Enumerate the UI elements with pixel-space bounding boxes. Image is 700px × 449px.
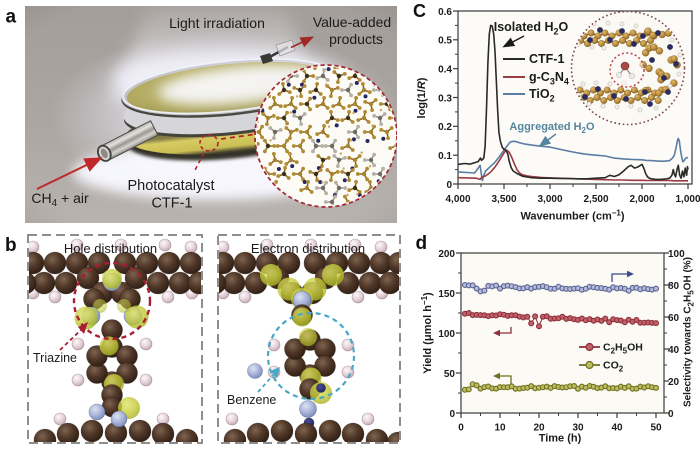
svg-text:C: C: [413, 1, 426, 21]
svg-text:2,000: 2,000: [629, 194, 654, 205]
svg-text:150: 150: [438, 289, 455, 300]
svg-text:10: 10: [494, 423, 506, 434]
svg-text:0.4: 0.4: [438, 64, 452, 75]
svg-text:Hole distribution: Hole distribution: [64, 241, 157, 256]
svg-text:200: 200: [438, 249, 455, 260]
svg-text:TiO2: TiO2: [529, 87, 555, 104]
svg-text:20: 20: [668, 377, 680, 388]
svg-text:50: 50: [444, 369, 456, 380]
svg-text:0.1: 0.1: [438, 151, 452, 162]
svg-text:3,500: 3,500: [491, 194, 516, 205]
svg-text:CTF-1: CTF-1: [151, 196, 192, 212]
svg-text:b: b: [5, 235, 17, 256]
svg-text:Triazine: Triazine: [33, 351, 77, 365]
svg-text:50: 50: [650, 423, 662, 434]
svg-text:0: 0: [449, 409, 455, 420]
svg-text:CH4 + air: CH4 + air: [31, 190, 89, 209]
svg-text:CO2: CO2: [603, 360, 624, 374]
svg-text:3,000: 3,000: [537, 194, 562, 205]
svg-text:Benzene: Benzene: [227, 393, 276, 407]
svg-text:Photocatalyst: Photocatalyst: [127, 178, 214, 194]
svg-text:Light irradiation: Light irradiation: [169, 15, 265, 31]
svg-text:Yield (μmol h−1): Yield (μmol h−1): [420, 292, 434, 374]
svg-text:30: 30: [572, 423, 584, 434]
svg-text:g-C3N4: g-C3N4: [529, 70, 569, 87]
svg-text:60: 60: [668, 313, 680, 324]
svg-text:Electron distribution: Electron distribution: [251, 241, 365, 256]
svg-text:2,500: 2,500: [583, 194, 608, 205]
svg-text:CTF-1: CTF-1: [529, 52, 564, 66]
svg-text:40: 40: [611, 423, 623, 434]
svg-text:Isolated H2O: Isolated H2O: [494, 20, 569, 37]
svg-text:40: 40: [668, 345, 680, 356]
svg-text:20: 20: [533, 423, 545, 434]
svg-text:0.6: 0.6: [438, 7, 452, 18]
svg-text:Wavenumber (cm−1): Wavenumber (cm−1): [520, 209, 624, 223]
svg-text:log(1/R): log(1/R): [416, 77, 428, 118]
svg-text:0.3: 0.3: [438, 93, 452, 104]
svg-text:0.2: 0.2: [438, 122, 452, 133]
svg-text:products: products: [329, 31, 383, 47]
svg-text:Selectivity towards C2H5OH (%): Selectivity towards C2H5OH (%): [683, 257, 696, 407]
svg-text:80: 80: [668, 281, 680, 292]
svg-text:d: d: [416, 233, 428, 254]
svg-text:a: a: [6, 7, 17, 28]
svg-text:100: 100: [438, 329, 455, 340]
svg-text:0.5: 0.5: [438, 36, 452, 47]
svg-text:Value-added: Value-added: [313, 14, 391, 30]
svg-text:0: 0: [458, 423, 464, 434]
svg-text:4,000: 4,000: [445, 194, 470, 205]
svg-text:0: 0: [446, 180, 452, 191]
svg-text:Aggregated H2O: Aggregated H2O: [509, 121, 595, 135]
svg-text:0: 0: [668, 409, 674, 420]
svg-text:1,000: 1,000: [675, 194, 700, 205]
svg-text:Time (h): Time (h): [539, 433, 582, 445]
svg-text:100: 100: [668, 249, 685, 260]
